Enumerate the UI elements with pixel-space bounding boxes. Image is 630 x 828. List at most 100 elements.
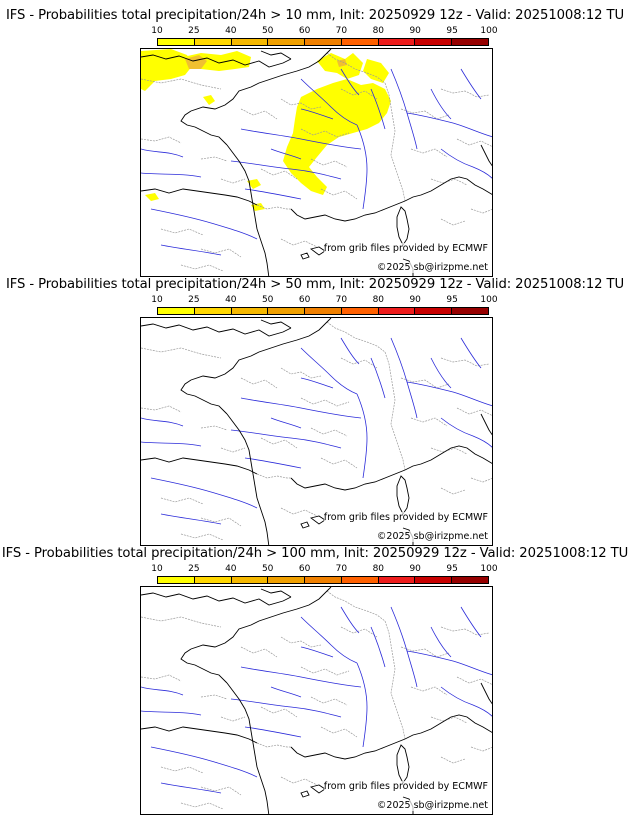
colorbar-label: 70	[335, 26, 348, 36]
coastline	[300, 252, 310, 260]
precip-area-10-25	[141, 49, 193, 91]
river	[270, 148, 302, 160]
colorbar-swatch	[158, 308, 195, 314]
river	[440, 686, 492, 717]
colorbar-swatch	[305, 308, 342, 314]
admin-border	[300, 128, 350, 138]
river	[244, 457, 302, 469]
colorbar: 10 25 40 50 60 70 80 90 95 100	[151, 564, 498, 586]
copyright-credit: ©2025 sb@irizpme.net	[376, 531, 488, 542]
coastline	[404, 714, 492, 740]
colorbar-swatch	[231, 577, 269, 583]
admin-border	[180, 802, 224, 810]
colorbar-swatch	[415, 577, 453, 583]
admin-border	[310, 696, 348, 706]
coastline	[141, 54, 292, 68]
colorbar-swatch	[158, 39, 195, 45]
admin-border	[280, 776, 318, 786]
admin-border	[320, 457, 358, 469]
admin-border	[141, 405, 182, 413]
coastline-layer	[141, 49, 492, 276]
river	[230, 698, 342, 718]
coastline	[180, 379, 228, 415]
colorbar-label: 25	[188, 26, 200, 36]
admin-border	[470, 746, 492, 752]
river	[150, 746, 258, 778]
colorbar-swatch	[378, 577, 416, 583]
admin-border	[280, 636, 322, 648]
colorbar-label: 60	[298, 295, 311, 305]
admin-border	[440, 626, 490, 636]
river	[230, 160, 342, 180]
map-canvas	[141, 318, 492, 545]
colorbar-label: 50	[261, 26, 274, 36]
admin-border	[200, 786, 242, 796]
coastline	[141, 188, 258, 206]
colorbar-label: 80	[372, 295, 385, 305]
coastline	[480, 413, 492, 436]
admin-border	[160, 497, 204, 505]
colorbar-swatch	[268, 308, 306, 314]
coastline	[404, 176, 492, 202]
copyright-credit: ©2025 sb@irizpme.net	[376, 262, 488, 273]
coastline	[180, 110, 228, 146]
colorbar-swatch	[415, 308, 453, 314]
admin-border	[320, 726, 358, 738]
river	[150, 477, 258, 509]
panel-10mm: IFS - Probabilities total precipitation/…	[0, 8, 630, 278]
coastline	[404, 445, 492, 471]
admin-border	[410, 686, 448, 696]
colorbar-swatch	[341, 308, 379, 314]
river	[430, 626, 452, 658]
colorbar-label: 40	[225, 564, 237, 574]
river	[356, 124, 368, 210]
colorbar-label: 100	[480, 26, 498, 36]
colorbar: 10 25 40 50 60 70 80 90 95 100	[151, 295, 498, 317]
admin-border	[440, 357, 490, 367]
river	[141, 441, 202, 447]
colorbar-label: 95	[446, 295, 458, 305]
panel-100mm: IFS - Probabilities total precipitation/…	[0, 546, 630, 816]
river	[141, 148, 184, 158]
coastline	[226, 413, 258, 499]
admin-border	[320, 188, 358, 200]
precip-area-10-25	[251, 203, 265, 211]
admin-border	[240, 377, 278, 389]
river	[460, 606, 482, 638]
colorbar-swatch	[452, 577, 489, 583]
admin-border	[141, 78, 222, 90]
coastline-layer	[141, 587, 492, 814]
admin-border	[141, 674, 182, 682]
coastline	[141, 457, 258, 475]
admin-border	[200, 694, 228, 700]
river	[160, 244, 222, 256]
coastline	[396, 475, 410, 515]
colorbar-swatch	[378, 39, 416, 45]
admin-border	[160, 766, 204, 774]
admin-border	[180, 533, 224, 541]
river	[244, 726, 302, 738]
river	[160, 782, 222, 794]
coastline	[226, 144, 258, 230]
admin-border	[340, 626, 378, 638]
admin-border	[310, 158, 348, 168]
map: from grib files provided by ECMWF ©2025 s…	[140, 317, 493, 546]
river	[141, 686, 184, 696]
river	[240, 128, 362, 150]
admin-border	[256, 204, 291, 210]
colorbar-label: 40	[225, 295, 237, 305]
admin-border	[384, 82, 406, 202]
river	[244, 188, 302, 200]
colorbar-swatch	[415, 39, 453, 45]
admin-border	[200, 248, 242, 258]
coastline	[290, 469, 406, 491]
colorbar-label: 90	[409, 295, 421, 305]
admin-border	[260, 168, 298, 180]
precip-area-25-40	[185, 55, 207, 69]
river	[270, 686, 302, 698]
river	[300, 78, 358, 126]
coastline	[290, 738, 406, 760]
river	[150, 208, 258, 240]
colorbar-label: 10	[151, 564, 163, 574]
rivers-layer	[141, 337, 492, 525]
